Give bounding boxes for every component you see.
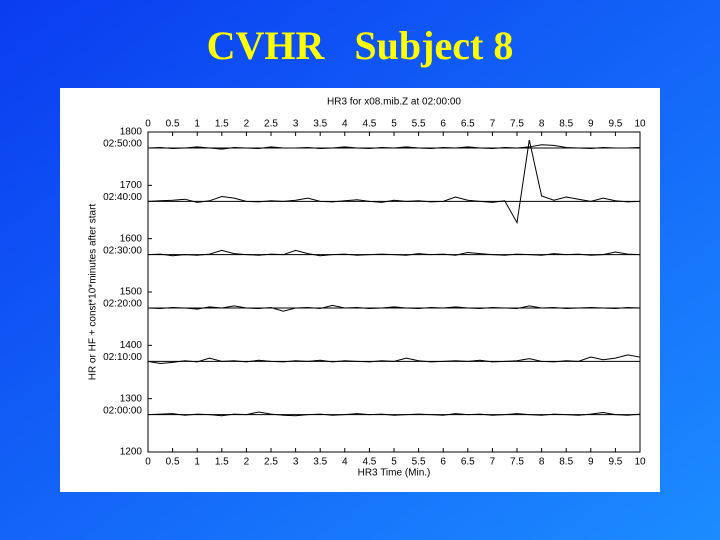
reference-label: 02:40:00 xyxy=(103,192,142,203)
x-tick-label: 9.5 xyxy=(608,457,622,468)
x-tick-label: 7.5 xyxy=(510,457,524,468)
x-tick-label-top: 8 xyxy=(539,119,545,130)
y-tick-label: 1800 xyxy=(120,127,143,138)
y-tick-label: 1600 xyxy=(120,233,143,244)
x-tick-label-top: 1 xyxy=(194,119,200,130)
trace-line xyxy=(147,354,641,364)
x-tick-label-top: 6.5 xyxy=(461,119,475,130)
reference-label: 02:50:00 xyxy=(103,139,142,150)
x-tick-label: 1.5 xyxy=(215,457,229,468)
y-tick-label: 1500 xyxy=(120,287,143,298)
x-tick-label-top: 3.5 xyxy=(313,119,327,130)
y-tick-label: 1400 xyxy=(120,340,143,351)
y-tick-label: 1700 xyxy=(120,180,143,191)
x-tick-label: 2.5 xyxy=(264,457,278,468)
y-tick-label: 1300 xyxy=(120,393,143,404)
x-tick-label-top: 8.5 xyxy=(559,119,573,130)
chart-panel xyxy=(60,88,660,492)
x-tick-label: 1 xyxy=(194,457,200,468)
x-tick-label-top: 0 xyxy=(145,119,151,130)
x-tick-label: 6.5 xyxy=(461,457,475,468)
reference-label: 02:20:00 xyxy=(103,299,142,310)
x-tick-label: 8 xyxy=(539,457,545,468)
x-tick-label-top: 3 xyxy=(293,119,299,130)
x-tick-label: 8.5 xyxy=(559,457,573,468)
x-tick-label: 7 xyxy=(490,457,496,468)
x-tick-label: 5.5 xyxy=(412,457,426,468)
x-tick-label-top: 10 xyxy=(634,119,646,130)
x-tick-label: 3 xyxy=(293,457,299,468)
trace-line xyxy=(147,304,641,312)
x-axis-label: HR3 Time (Min.) xyxy=(358,468,431,479)
x-tick-label-top: 4 xyxy=(342,119,348,130)
x-tick-label: 2 xyxy=(244,457,250,468)
x-tick-label-top: 5 xyxy=(391,119,397,130)
x-tick-label-top: 6 xyxy=(440,119,446,130)
reference-label: 02:00:00 xyxy=(103,405,142,416)
x-tick-label: 3.5 xyxy=(313,457,327,468)
x-tick-label: 0.5 xyxy=(166,457,180,468)
x-tick-label: 4 xyxy=(342,457,348,468)
x-tick-label-top: 9.5 xyxy=(608,119,622,130)
x-tick-label-top: 2 xyxy=(244,119,250,130)
x-tick-label-top: 5.5 xyxy=(412,119,426,130)
x-tick-label-top: 7 xyxy=(490,119,496,130)
slide-title: CVHR Subject 8 xyxy=(207,23,514,68)
chart-title: HR3 for x08.mib.Z at 02:00:00 xyxy=(327,97,461,108)
reference-label: 02:30:00 xyxy=(103,245,142,256)
x-tick-label-top: 9 xyxy=(588,119,594,130)
x-tick-label: 9 xyxy=(588,457,594,468)
x-tick-label-top: 1.5 xyxy=(215,119,229,130)
trace-line xyxy=(147,249,641,257)
y-axis-label: HR or HF + const*10*minutes after start xyxy=(88,204,99,381)
x-tick-label-top: 7.5 xyxy=(510,119,524,130)
x-tick-label-top: 2.5 xyxy=(264,119,278,130)
x-tick-label-top: 0.5 xyxy=(166,119,180,130)
x-tick-label: 0 xyxy=(145,457,151,468)
trace-line xyxy=(147,144,641,150)
x-tick-label-top: 4.5 xyxy=(362,119,376,130)
x-tick-label: 5 xyxy=(391,457,397,468)
reference-label: 02:10:00 xyxy=(103,352,142,363)
x-tick-label: 6 xyxy=(440,457,446,468)
x-tick-label: 10 xyxy=(634,457,646,468)
trace-line xyxy=(147,139,641,225)
x-tick-label: 4.5 xyxy=(362,457,376,468)
trace-line xyxy=(147,411,641,417)
y-tick-label: 1200 xyxy=(120,447,143,458)
